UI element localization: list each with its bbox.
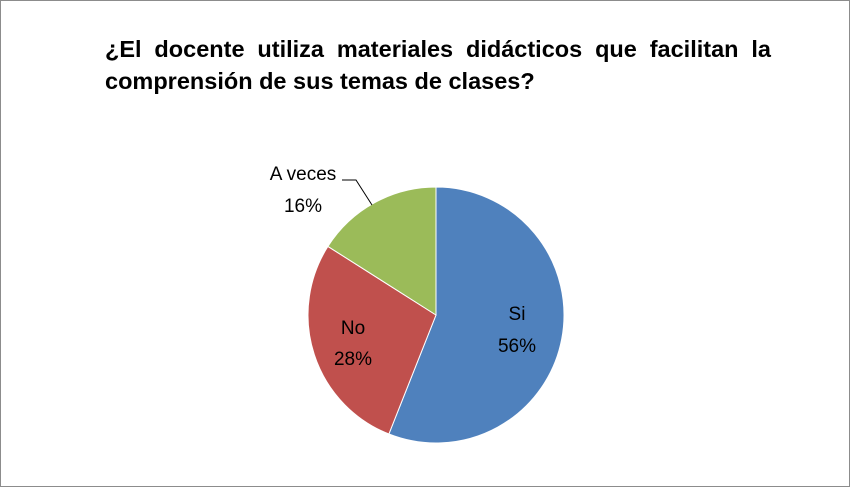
slice-label: Si bbox=[509, 304, 526, 325]
slice-value-label: 56% bbox=[498, 336, 536, 357]
chart-title: ¿El docente utiliza materiales didáctico… bbox=[105, 36, 771, 94]
pie-slice bbox=[327, 186, 437, 316]
slice-label: No bbox=[341, 318, 365, 339]
pie-slice bbox=[388, 186, 565, 444]
pie-slice bbox=[307, 245, 437, 435]
slice-label: A veces bbox=[270, 164, 337, 185]
slice-value-label: 28% bbox=[334, 349, 372, 370]
leader-line bbox=[342, 179, 373, 206]
slice-value-label: 16% bbox=[284, 196, 322, 217]
